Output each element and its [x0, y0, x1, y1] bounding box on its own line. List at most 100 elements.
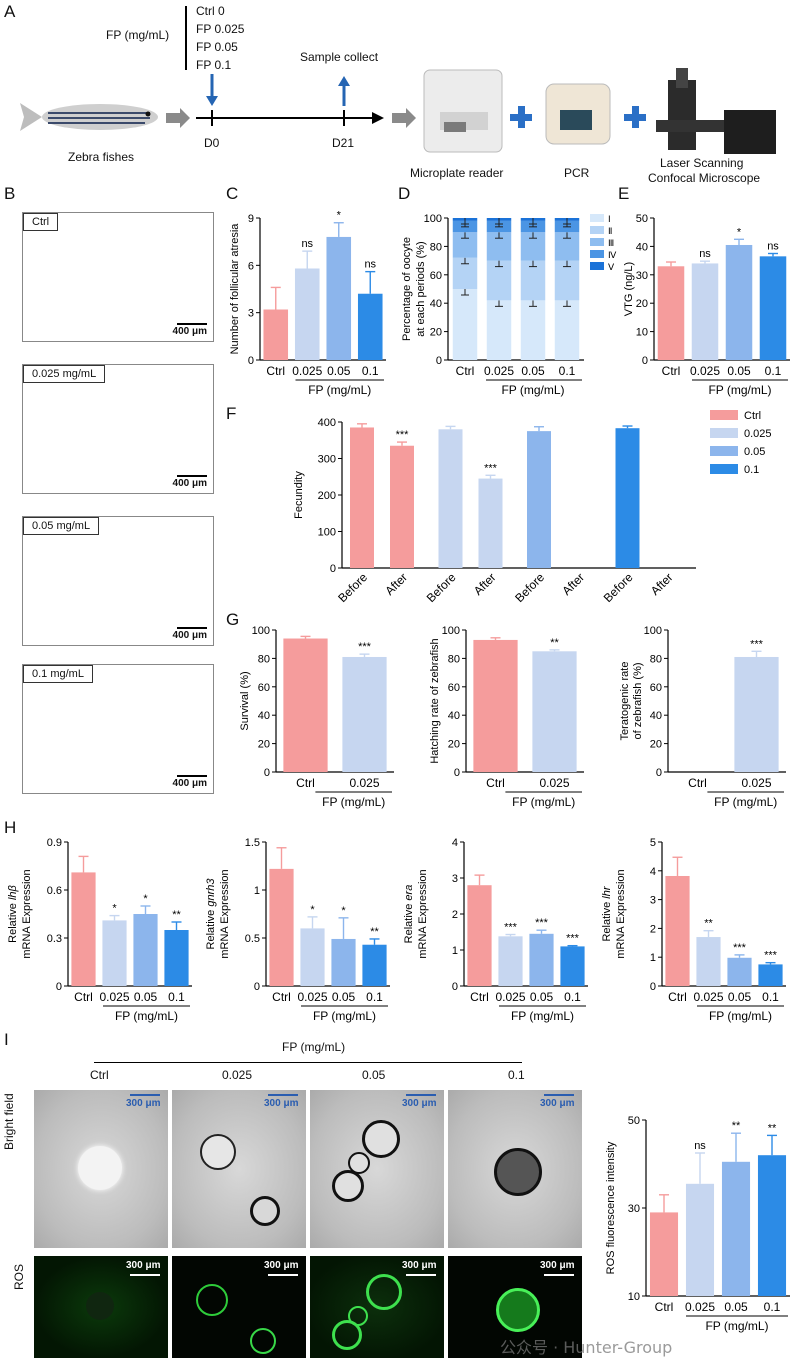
- y-tick-label: 40: [448, 710, 460, 722]
- bar: [473, 639, 518, 772]
- scale-bar-label: 400 μm: [172, 478, 207, 489]
- y-tick-label: 80: [448, 653, 460, 665]
- chart-survival: 0 20 40 60 80 100 Survival (%) Ctrl *** 0.025 FP (…: [239, 625, 394, 809]
- chart-oocyte-periods: 0 20 40 60 80 100 Percentage of oocyte at each …: [401, 213, 617, 397]
- significance-mark: ns: [699, 248, 711, 260]
- ros-005: 300 μm: [310, 1256, 444, 1358]
- x-axis-label: FP (mg/mL): [708, 383, 771, 397]
- scale-bar-label: 300 μm: [264, 1098, 299, 1109]
- y-axis-label: of zebrafish (%): [632, 662, 644, 739]
- bar: [263, 309, 289, 360]
- x-axis-label: FP (mg/mL): [511, 1009, 574, 1023]
- bar: [725, 244, 753, 360]
- scale-bar: [177, 775, 207, 777]
- x-tick-label: 0.025: [741, 776, 771, 790]
- y-tick-label: 0.5: [245, 933, 260, 945]
- x-axis-label: FP (mg/mL): [322, 795, 385, 809]
- x-tick-label: 0.1: [765, 364, 782, 378]
- scale-bar: [544, 1094, 574, 1096]
- y-tick-label: 100: [318, 527, 336, 539]
- y-tick-label: 0: [436, 355, 442, 367]
- bar: [294, 268, 320, 360]
- x-tick-label: Ctrl: [486, 776, 505, 790]
- stacked-segment: [486, 300, 512, 360]
- x-axis-label: FP (mg/mL): [714, 795, 777, 809]
- bar: [478, 478, 503, 568]
- bar: [331, 938, 356, 986]
- x-tick-label: 0.025: [495, 990, 525, 1004]
- y-tick-label: 80: [258, 653, 270, 665]
- brightfield-005: 300 μm: [310, 1090, 444, 1248]
- y-tick-label: 50: [628, 1115, 640, 1127]
- significance-mark: ns: [767, 241, 779, 253]
- y-axis-label: Fecundity: [293, 471, 305, 519]
- oocyte: [332, 1170, 364, 1202]
- bar: [102, 920, 127, 986]
- bar: [734, 656, 779, 772]
- y-tick-label: 400: [318, 417, 336, 429]
- dose-ctrl: Ctrl 0: [196, 4, 225, 18]
- y-tick-label: 4: [650, 866, 656, 878]
- bar: [685, 1183, 715, 1296]
- significance-mark: ns: [301, 238, 313, 250]
- significance-mark: *: [341, 905, 346, 917]
- chart-lhr: 0 1 2 3 4 5 Relative lhr mRNA Expression Ctrl ** 0…: [601, 837, 786, 1023]
- bar: [759, 256, 787, 360]
- bar: [529, 933, 554, 986]
- zebra-fishes-label: Zebra fishes: [68, 150, 135, 164]
- x-axis-label: FP (mg/mL): [308, 383, 371, 397]
- x-axis-label: FP (mg/mL): [115, 1009, 178, 1023]
- x-tick-label: 0.1: [764, 1300, 781, 1314]
- bar: [560, 946, 585, 986]
- scale-bar-label: 300 μm: [126, 1098, 161, 1109]
- bar: [721, 1161, 751, 1296]
- y-tick-label: 3: [650, 895, 656, 907]
- panel-label-e: E: [618, 184, 630, 203]
- y-tick-label: 4: [452, 837, 458, 849]
- legend-label: 0.05: [744, 446, 765, 458]
- y-tick-label: 5: [650, 837, 656, 849]
- x-tick-label: Ctrl: [470, 990, 489, 1004]
- bar: [326, 236, 352, 360]
- y-tick-label: 40: [430, 298, 442, 310]
- bar: [164, 930, 189, 986]
- y-axis-label: mRNA Expression: [615, 869, 627, 958]
- bar: [727, 957, 752, 986]
- significance-mark: ***: [504, 922, 518, 934]
- y-axis-label: mRNA Expression: [417, 869, 429, 958]
- bar: [498, 936, 523, 986]
- significance-mark: ns: [694, 1140, 706, 1152]
- y-tick-label: 0.3: [47, 933, 62, 945]
- x-tick-label: Ctrl: [456, 364, 475, 378]
- scale-bar: [406, 1274, 436, 1276]
- panel-label-g: G: [226, 610, 240, 629]
- scale-bar-label: 400 μm: [172, 630, 207, 641]
- bar: [71, 872, 96, 986]
- scale-bar-label: 300 μm: [402, 1260, 437, 1271]
- x-tick-label: After: [382, 570, 410, 598]
- legend-swatch: [590, 238, 604, 246]
- x-axis-label: FP (mg/mL): [512, 795, 575, 809]
- x-tick-label: 0.025: [297, 990, 327, 1004]
- legend-swatch: [710, 446, 738, 456]
- scale-bar: [544, 1274, 574, 1276]
- scale-bar-label: 300 μm: [540, 1260, 575, 1271]
- bar: [615, 428, 640, 568]
- x-tick-label: 0.05: [728, 990, 752, 1004]
- scale-bar: [177, 475, 207, 477]
- x-tick-label: 0.025: [693, 990, 723, 1004]
- bar: [438, 429, 463, 568]
- chart-gnrh3: 0 0.5 1 1.5 Relative gnrh3 mRNA Expression Ctr…: [205, 837, 390, 1023]
- col-label-ctrl: Ctrl: [90, 1068, 109, 1082]
- chart-follicular-atresia: 0 3 6 9 Number of follicular atresia Ctrl ns 0.…: [229, 210, 386, 397]
- significance-mark: *: [112, 903, 117, 915]
- bar: [467, 885, 492, 986]
- stacked-segment: [452, 289, 478, 360]
- laser-scanning-label: Laser Scanning: [660, 156, 744, 170]
- significance-mark: **: [550, 637, 559, 649]
- histology-0025: 0.025 mg/mL 400 μm: [22, 364, 214, 494]
- y-axis-label: Hatching rate of zebrafish: [429, 638, 441, 763]
- bar: [657, 266, 685, 360]
- y-tick-label: 30: [628, 1203, 640, 1215]
- pcr-illustration: [545, 83, 611, 145]
